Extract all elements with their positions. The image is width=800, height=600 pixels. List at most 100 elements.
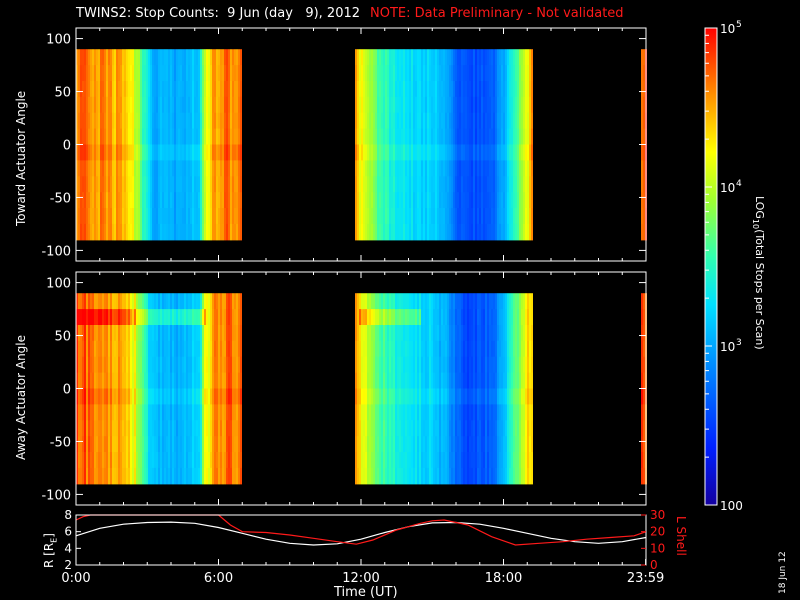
- heatmap-cell: [134, 404, 136, 421]
- heatmap-cell: [493, 325, 495, 342]
- heatmap-cell: [82, 96, 84, 114]
- heatmap-cell: [415, 356, 417, 374]
- heatmap-cell: [643, 144, 645, 161]
- heatmap-cell: [443, 192, 445, 209]
- heatmap-cell: [134, 467, 136, 485]
- heatmap-cell: [459, 404, 461, 421]
- heatmap-cell: [455, 325, 457, 342]
- heatmap-cell: [120, 96, 122, 114]
- heatmap-cell: [164, 65, 166, 82]
- heatmap-cell: [411, 160, 413, 177]
- heatmap-cell: [355, 420, 357, 437]
- heatmap-cell: [202, 208, 204, 225]
- heatmap-cell: [459, 420, 461, 437]
- heatmap-cell: [523, 420, 525, 437]
- heatmap-cell: [375, 223, 377, 241]
- heatmap-cell: [483, 208, 485, 225]
- heatmap-cell: [517, 65, 519, 82]
- heatmap-cell: [198, 128, 200, 146]
- heatmap-cell: [224, 467, 226, 485]
- heatmap-cell: [156, 96, 158, 114]
- heatmap-cell: [202, 65, 204, 82]
- heatmap-cell: [170, 388, 172, 405]
- heatmap-cell: [230, 128, 232, 146]
- heatmap-cell: [417, 65, 419, 82]
- heatmap-cell: [479, 112, 481, 130]
- heatmap-cell: [158, 144, 160, 161]
- y-tick-label: 50: [54, 330, 71, 345]
- heatmap-cell: [417, 160, 419, 177]
- heatmap-cell: [491, 160, 493, 177]
- heatmap-cell: [214, 65, 216, 82]
- heatmap-cell: [228, 112, 230, 130]
- heatmap-cell: [102, 160, 104, 177]
- heatmap-cell: [84, 65, 86, 82]
- heatmap-cell: [176, 420, 178, 437]
- heatmap-cell: [78, 356, 80, 374]
- heatmap-cell: [82, 144, 84, 161]
- heatmap-cell: [427, 372, 429, 390]
- heatmap-cell: [180, 356, 182, 374]
- heatmap-cell: [80, 340, 82, 358]
- heatmap-cell: [531, 49, 533, 66]
- heatmap-cell: [469, 467, 471, 485]
- heatmap-cell: [110, 467, 112, 485]
- heatmap-cell: [385, 388, 387, 405]
- heatmap-cell: [210, 388, 212, 405]
- heatmap-cell: [391, 452, 393, 469]
- heatmap-cell: [152, 112, 154, 130]
- heatmap-cell: [160, 65, 162, 82]
- heatmap-cell: [359, 452, 361, 469]
- heatmap-cell: [369, 452, 371, 469]
- heatmap-cell: [142, 144, 144, 161]
- heatmap-cell: [220, 144, 222, 161]
- heatmap-cell: [100, 452, 102, 469]
- heatmap-cell: [214, 112, 216, 130]
- heatmap-cell: [198, 223, 200, 241]
- heatmap-cell: [411, 340, 413, 358]
- heatmap-cell: [401, 112, 403, 130]
- heatmap-cell: [483, 223, 485, 241]
- heatmap-cell: [178, 49, 180, 66]
- heatmap-cell: [82, 404, 84, 421]
- heatmap-cell: [403, 340, 405, 358]
- heatmap-cell: [186, 340, 188, 358]
- heatmap-cell: [110, 436, 112, 453]
- heatmap-cell: [116, 467, 118, 485]
- heatmap-cell: [200, 112, 202, 130]
- heatmap-cell: [469, 340, 471, 358]
- heatmap-cell: [441, 208, 443, 225]
- heatmap-cell: [413, 467, 415, 485]
- heatmap-cell: [391, 404, 393, 421]
- heatmap-cell: [208, 340, 210, 358]
- heatmap-cell: [481, 65, 483, 82]
- heatmap-cell: [102, 192, 104, 209]
- heatmap-cell: [513, 112, 515, 130]
- heatmap-cell: [194, 81, 196, 98]
- heatmap-cell: [112, 128, 114, 146]
- heatmap-cell: [136, 112, 138, 130]
- heatmap-cell: [196, 144, 198, 161]
- heatmap-cell: [118, 404, 120, 421]
- heatmap-cell: [194, 144, 196, 161]
- heatmap-cell: [204, 223, 206, 241]
- heatmap-cell: [473, 176, 475, 193]
- heatmap-cell: [178, 293, 180, 310]
- heatmap-cell: [88, 96, 90, 114]
- heatmap-cell: [206, 325, 208, 342]
- heatmap-cell: [527, 65, 529, 82]
- heatmap-cell: [483, 128, 485, 146]
- heatmap-cell: [481, 96, 483, 114]
- heatmap-cell: [445, 340, 447, 358]
- heatmap-cell: [84, 49, 86, 66]
- heatmap-cell: [425, 309, 427, 326]
- heatmap-cell: [365, 49, 367, 66]
- heatmap-cell: [182, 208, 184, 225]
- heatmap-cell: [164, 192, 166, 209]
- heatmap-cell: [170, 160, 172, 177]
- heatmap-cell: [377, 436, 379, 453]
- heatmap-cell: [403, 160, 405, 177]
- heatmap-cell: [365, 293, 367, 310]
- heatmap-cell: [385, 81, 387, 98]
- heatmap-cell: [122, 436, 124, 453]
